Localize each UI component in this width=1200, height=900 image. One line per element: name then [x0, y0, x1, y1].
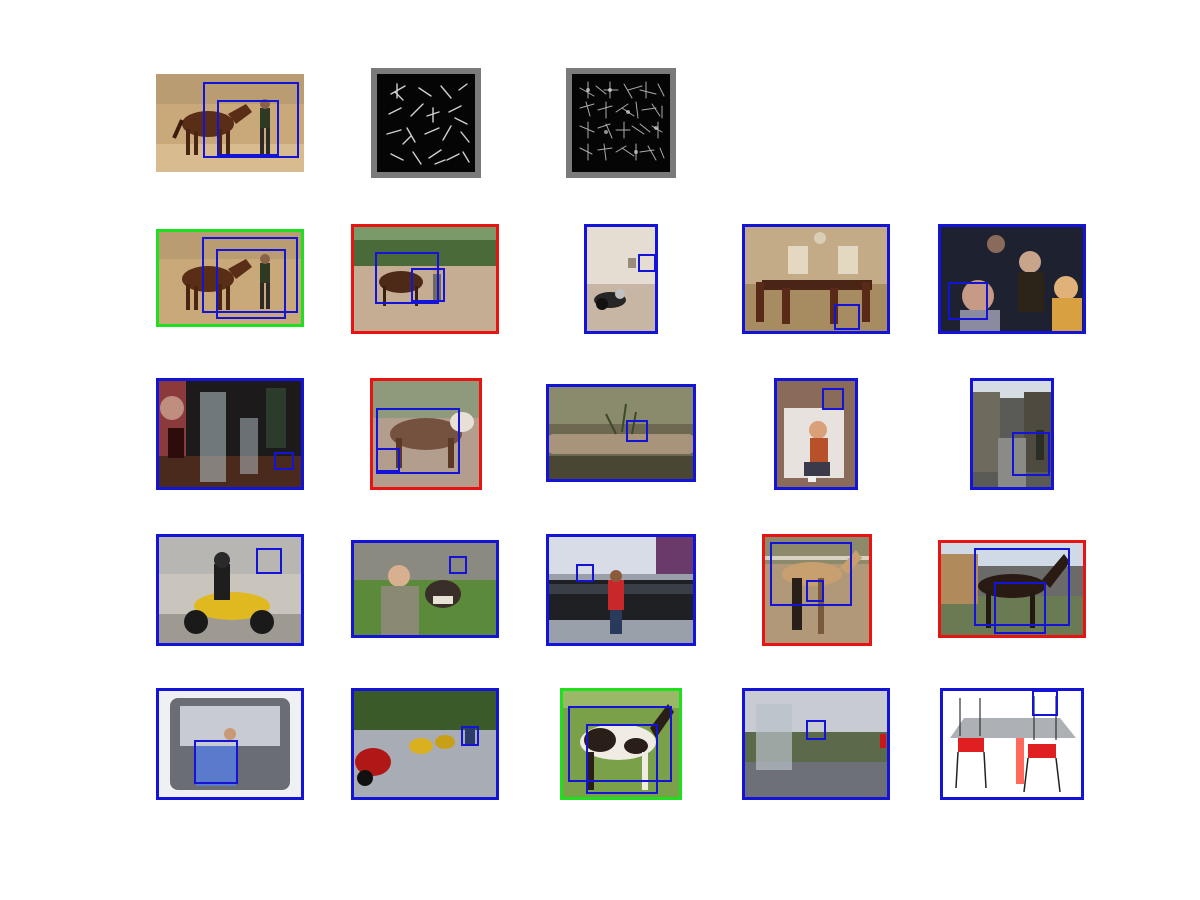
- photo-dining-room: [742, 224, 890, 334]
- detection-box: [217, 100, 279, 156]
- hog-glyphs-dense: [579, 81, 665, 161]
- frame: [156, 378, 304, 490]
- detection-box: [822, 388, 844, 410]
- detection-box: [376, 408, 460, 474]
- photo-horse-fence: [762, 534, 872, 646]
- detection-box: [994, 582, 1046, 634]
- photo-motorcycle-track: [584, 224, 658, 334]
- result-cell: [156, 378, 304, 490]
- detection-box: [974, 548, 1070, 626]
- detection-box: [376, 448, 400, 472]
- result-cell: [546, 534, 696, 646]
- photo-yellow-motorbike: [156, 534, 304, 646]
- photo-bus-shelter: [742, 688, 890, 800]
- frame: [938, 224, 1086, 334]
- detection-box: [411, 268, 445, 302]
- detection-box: [948, 282, 988, 320]
- detection-box: [568, 706, 672, 782]
- detection-box: [834, 304, 860, 330]
- photo-horse-paddock: [156, 229, 304, 327]
- detection-box: [806, 580, 824, 602]
- frame: [742, 224, 890, 334]
- detection-box: [203, 82, 299, 158]
- result-cell: [351, 540, 499, 638]
- hog-template-root: [371, 68, 481, 178]
- frame: [351, 688, 499, 800]
- photo-people-party: [938, 224, 1086, 334]
- photo-glasses-table: [156, 378, 304, 490]
- result-cell: [156, 688, 304, 800]
- photo-limousine: [546, 534, 696, 646]
- detection-box: [1012, 432, 1050, 476]
- true-positive-frame: [156, 229, 304, 327]
- detection-box: [375, 252, 439, 304]
- false-positive-frame: [762, 534, 872, 646]
- result-cell: [156, 229, 304, 327]
- detection-box: [806, 720, 826, 740]
- detection-box: [461, 726, 479, 746]
- result-cell: [762, 534, 872, 646]
- detection-box: [194, 740, 238, 784]
- result-cell: [742, 224, 890, 334]
- photo-child-chair: [774, 378, 858, 490]
- photo-woman-cow: [351, 540, 499, 638]
- detection-box: [586, 724, 658, 794]
- result-cell: [560, 688, 682, 800]
- result-cell: [546, 384, 696, 482]
- result-cell: [351, 688, 499, 800]
- frame: [774, 378, 858, 490]
- frame: [546, 534, 696, 646]
- result-cell: [584, 224, 658, 334]
- true-positive-frame: [560, 688, 682, 800]
- result-cell: [370, 378, 482, 490]
- result-cell: [774, 378, 858, 490]
- result-cell: [156, 534, 304, 646]
- result-cell: [742, 688, 890, 800]
- photo-van-interior: [156, 688, 304, 800]
- frame: [351, 540, 499, 638]
- photo-motorbikes-park: [351, 688, 499, 800]
- result-cell: [938, 224, 1086, 334]
- detection-box: [202, 237, 298, 313]
- detection-box: [626, 420, 648, 442]
- detection-box: [449, 556, 467, 574]
- detection-box: [216, 249, 286, 319]
- hog-template-part: [566, 68, 676, 178]
- detection-box: [576, 564, 594, 582]
- detection-box: [1032, 690, 1058, 716]
- frame: [940, 688, 1084, 800]
- false-positive-frame: [370, 378, 482, 490]
- false-positive-frame: [351, 224, 499, 334]
- detection-box: [274, 452, 294, 470]
- false-positive-frame: [938, 540, 1086, 638]
- photo-horse-paddock: [156, 74, 304, 172]
- photo-red-chairs-table: [940, 688, 1084, 800]
- result-cell: [970, 378, 1054, 490]
- frame: [970, 378, 1054, 490]
- frame: [546, 384, 696, 482]
- hog-glyphs-sparse: [386, 83, 470, 165]
- query-image-horse: [156, 74, 304, 172]
- frame: [156, 688, 304, 800]
- result-cell: [938, 540, 1086, 638]
- result-cell: [940, 688, 1084, 800]
- result-cell: [351, 224, 499, 334]
- frame: [742, 688, 890, 800]
- detection-box: [770, 542, 852, 606]
- frame: [156, 534, 304, 646]
- detection-box: [256, 548, 282, 574]
- photo-log-pond: [546, 384, 696, 482]
- frame: [584, 224, 658, 334]
